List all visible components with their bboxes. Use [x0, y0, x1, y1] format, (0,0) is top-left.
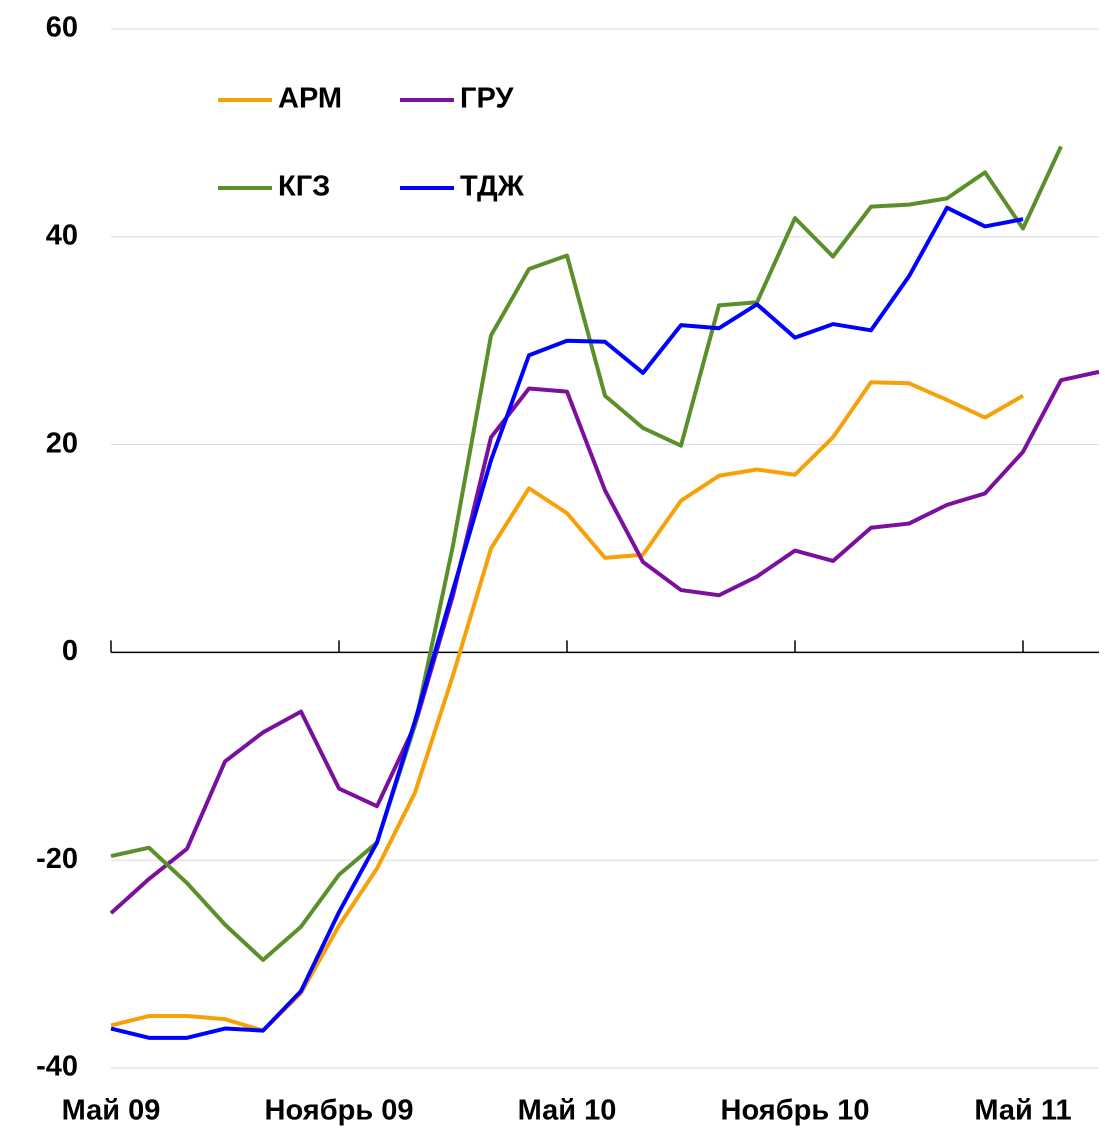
y-tick-label: 40	[46, 219, 78, 251]
x-tick-label: Май 09	[62, 1095, 161, 1127]
x-tick-label: Ноябрь 09	[265, 1095, 414, 1127]
x-tick-label: Ноябрь 10	[721, 1095, 870, 1127]
legend-label: ТДЖ	[460, 171, 525, 203]
x-tick-label: Май 10	[518, 1095, 617, 1127]
x-tick-label: Май 11	[974, 1095, 1071, 1127]
series-line	[110, 380, 1024, 1033]
series-line	[109, 369, 1100, 915]
y-tick-label: 20	[46, 427, 78, 459]
y-tick-label: -20	[36, 843, 78, 875]
legend-label: ГРУ	[460, 83, 514, 115]
legend-label: КГЗ	[278, 171, 330, 203]
series-line	[110, 205, 1024, 1040]
y-tick-label: 0	[62, 635, 78, 667]
series-line	[110, 145, 1063, 962]
legend-label: АРМ	[278, 83, 342, 115]
y-tick-label: 60	[46, 12, 78, 44]
y-tick-label: -40	[36, 1051, 78, 1083]
